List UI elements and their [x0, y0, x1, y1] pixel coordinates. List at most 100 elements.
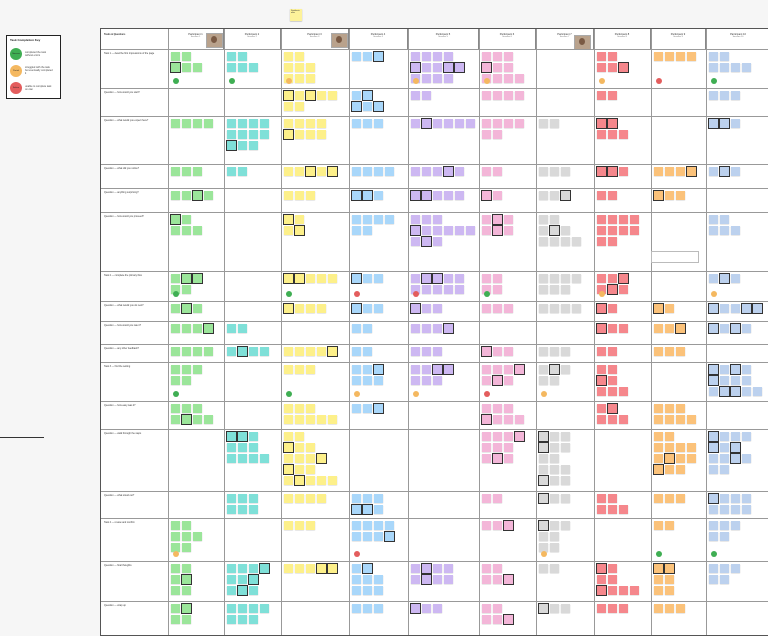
- sticky-note[interactable]: [493, 274, 502, 283]
- sticky-note[interactable]: [328, 91, 337, 100]
- sticky-note[interactable]: [550, 347, 559, 356]
- sticky-note[interactable]: [411, 52, 420, 61]
- sticky-note[interactable]: [493, 575, 502, 584]
- sticky-note[interactable]: [709, 465, 718, 474]
- sticky-note[interactable]: [731, 63, 740, 72]
- sticky-note[interactable]: [504, 63, 513, 72]
- sticky-note[interactable]: [515, 91, 524, 100]
- sticky-note[interactable]: [731, 274, 740, 283]
- sticky-note[interactable]: [226, 431, 237, 442]
- sticky-note[interactable]: [385, 521, 394, 530]
- sticky-note[interactable]: [504, 215, 513, 224]
- sticky-note[interactable]: [608, 226, 617, 235]
- sticky-note[interactable]: [306, 454, 315, 463]
- sticky-note[interactable]: [433, 215, 442, 224]
- sticky-note[interactable]: [182, 532, 191, 541]
- sticky-note[interactable]: [295, 415, 304, 424]
- sticky-note[interactable]: [709, 521, 718, 530]
- sticky-note[interactable]: [686, 166, 697, 177]
- sticky-note[interactable]: [720, 52, 729, 61]
- sticky-note[interactable]: [193, 119, 202, 128]
- sticky-note[interactable]: [182, 615, 191, 624]
- sticky-note[interactable]: [597, 226, 606, 235]
- sticky-note[interactable]: [295, 63, 304, 72]
- sticky-note[interactable]: [422, 304, 431, 313]
- sticky-note[interactable]: [731, 505, 740, 514]
- sticky-note[interactable]: [608, 130, 617, 139]
- sticky-note[interactable]: [676, 52, 685, 61]
- sticky-note[interactable]: [492, 375, 503, 386]
- sticky-note[interactable]: [709, 564, 718, 573]
- sticky-note[interactable]: [306, 404, 315, 413]
- sticky-note[interactable]: [410, 225, 421, 236]
- sticky-note[interactable]: [550, 167, 559, 176]
- sticky-note[interactable]: [608, 604, 617, 613]
- sticky-note[interactable]: [514, 364, 525, 375]
- sticky-note[interactable]: [295, 52, 304, 61]
- sticky-note[interactable]: [504, 91, 513, 100]
- sticky-note[interactable]: [363, 404, 372, 413]
- sticky-note[interactable]: [295, 102, 304, 111]
- sticky-note[interactable]: [730, 364, 741, 375]
- sticky-note[interactable]: [444, 191, 453, 200]
- sticky-note[interactable]: [597, 215, 606, 224]
- sticky-note[interactable]: [504, 119, 513, 128]
- sticky-note[interactable]: [709, 226, 718, 235]
- sticky-note[interactable]: [294, 225, 305, 236]
- sticky-note[interactable]: [597, 365, 606, 374]
- sticky-note[interactable]: [433, 52, 442, 61]
- sticky-note[interactable]: [653, 563, 664, 574]
- sticky-note[interactable]: [482, 564, 491, 573]
- sticky-note[interactable]: [171, 586, 180, 595]
- sticky-note[interactable]: [493, 304, 502, 313]
- sticky-note[interactable]: [608, 586, 617, 595]
- sticky-note[interactable]: [719, 386, 730, 397]
- sticky-note[interactable]: [284, 365, 293, 374]
- sticky-note[interactable]: [597, 575, 606, 584]
- sticky-note[interactable]: [352, 564, 361, 573]
- sticky-note[interactable]: [362, 504, 373, 515]
- sticky-note[interactable]: [433, 376, 442, 385]
- sticky-note[interactable]: [539, 543, 548, 552]
- sticky-note[interactable]: [665, 324, 674, 333]
- sticky-note[interactable]: [676, 404, 685, 413]
- sticky-note[interactable]: [539, 215, 548, 224]
- sticky-note[interactable]: [237, 431, 248, 442]
- sticky-note[interactable]: [482, 494, 491, 503]
- sticky-note[interactable]: [411, 285, 420, 294]
- sticky-note[interactable]: [170, 214, 181, 225]
- sticky-note[interactable]: [171, 564, 180, 573]
- sticky-note[interactable]: [422, 63, 431, 72]
- sticky-note[interactable]: [514, 431, 525, 442]
- sticky-note[interactable]: [539, 285, 548, 294]
- sticky-note[interactable]: [731, 494, 740, 503]
- sticky-note[interactable]: [665, 347, 674, 356]
- sticky-note[interactable]: [665, 586, 674, 595]
- sticky-note[interactable]: [482, 521, 491, 530]
- sticky-note[interactable]: [539, 454, 548, 463]
- sticky-note[interactable]: [238, 575, 247, 584]
- sticky-note[interactable]: [619, 387, 628, 396]
- sticky-note[interactable]: [227, 130, 236, 139]
- sticky-note[interactable]: [182, 226, 191, 235]
- sticky-note[interactable]: [482, 454, 491, 463]
- sticky-note[interactable]: [352, 52, 361, 61]
- sticky-note[interactable]: [227, 347, 236, 356]
- sticky-note[interactable]: [720, 575, 729, 584]
- sticky-note[interactable]: [493, 415, 502, 424]
- sticky-note[interactable]: [362, 190, 373, 201]
- sticky-note[interactable]: [421, 190, 432, 201]
- sticky-note[interactable]: [171, 404, 180, 413]
- sticky-note[interactable]: [363, 226, 372, 235]
- sticky-note[interactable]: [182, 119, 191, 128]
- sticky-note[interactable]: [363, 324, 372, 333]
- sticky-note[interactable]: [493, 604, 502, 613]
- sticky-note[interactable]: [182, 376, 191, 385]
- sticky-note[interactable]: [171, 415, 180, 424]
- sticky-note[interactable]: [482, 119, 491, 128]
- sticky-note[interactable]: [238, 324, 247, 333]
- sticky-note[interactable]: [665, 494, 674, 503]
- sticky-note[interactable]: [618, 273, 629, 284]
- sticky-note[interactable]: [561, 521, 570, 530]
- sticky-note[interactable]: [719, 166, 730, 177]
